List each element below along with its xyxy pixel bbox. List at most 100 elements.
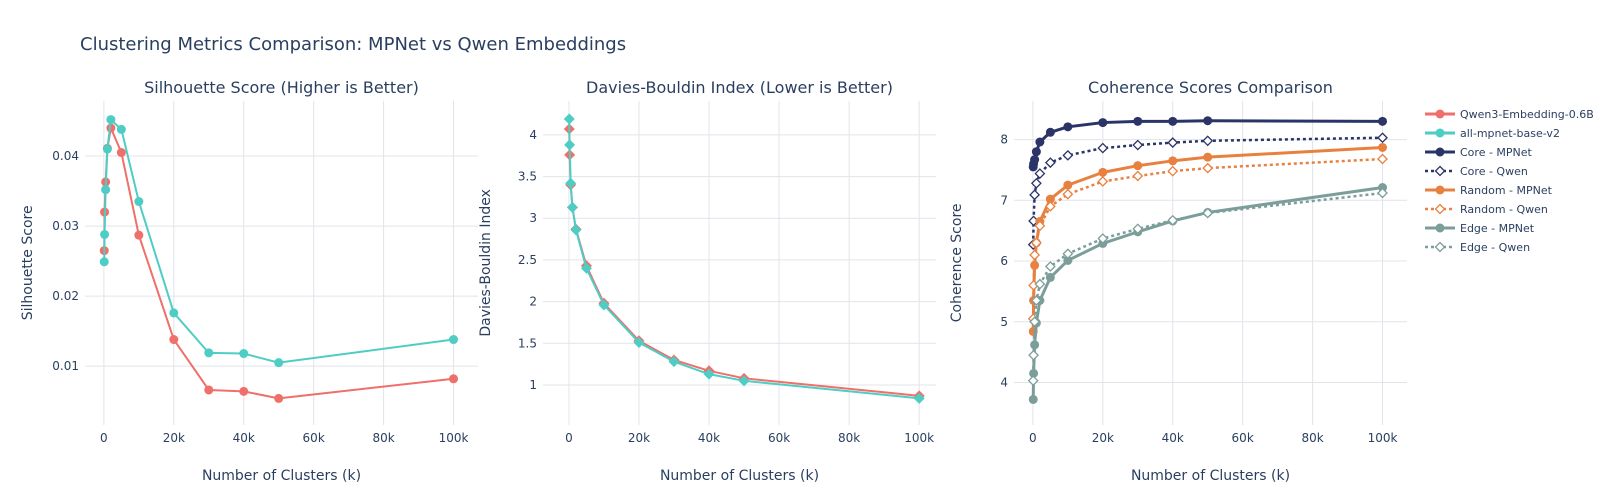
series-line [568,119,920,400]
series-line [568,129,920,397]
data-point [1378,142,1388,152]
data-point [738,375,750,387]
data-point [449,335,459,345]
legend-marker-icon [1434,203,1446,215]
legend: Qwen3-Embedding-0.6B all-mpnet-base-v2 Cor… [1425,108,1594,254]
data-point [1097,176,1109,187]
y-tick-label: 7 [1000,193,1008,207]
data-point [1202,162,1214,174]
data-point [1034,278,1046,290]
legend-item: Core - MPNet [1425,146,1533,159]
data-point [204,385,214,395]
x-tick-label: 40k [698,431,720,445]
series-line [103,127,454,400]
data-point [563,113,575,125]
x-tick-label: 20k [628,431,650,445]
data-point [1167,137,1179,149]
subplot-3: 0 20k 40k 60k 80k 100k 4 5 6 7 8 Coherence Scores C… [949,78,1407,484]
series-line [1031,191,1383,381]
subplot-title: Silhouette Score (Higher is Better) [144,78,419,97]
data-point [1034,168,1046,179]
data-point [1132,170,1144,182]
data-point [1098,167,1108,177]
data-point [598,299,610,311]
data-point [1029,249,1041,261]
data-point [1030,155,1040,165]
data-point [1063,122,1073,132]
data-point [239,349,249,359]
data-point [1377,153,1388,165]
data-point [1044,157,1056,169]
data-point [1035,137,1045,147]
data-point [1167,165,1179,177]
data-point [1203,152,1213,162]
legend-item: Edge - MPNet [1425,222,1535,235]
data-point [106,115,116,125]
x-tick-label: 100k [904,431,934,445]
x-tick-label: 60k [1232,431,1254,445]
x-tick-label: 80k [1301,431,1323,445]
data-point [1202,207,1214,219]
data-point [274,393,284,403]
legend-item: Random - Qwen [1425,203,1548,216]
data-point [239,386,249,396]
y-tick-label: 8 [1000,133,1008,147]
data-point [913,392,925,404]
legend-label: Edge - MPNet [1460,222,1535,235]
data-point [102,144,112,154]
x-tick-label: 40k [1162,431,1184,445]
data-point [1063,255,1073,265]
legend-label: Core - MPNet [1460,146,1533,159]
data-point [99,257,109,267]
data-point [703,368,715,380]
data-point [101,185,111,195]
y-tick-label: 1 [529,378,537,392]
x-tick-label: 40k [233,431,255,445]
data-point [1377,187,1388,199]
y-tick-label: 4 [1000,375,1008,389]
data-point [1132,139,1144,151]
data-point [1168,116,1178,126]
data-point [1062,188,1074,200]
series-line [1031,136,1383,245]
data-point [100,229,110,239]
y-tick-label: 1.5 [518,336,537,350]
data-point [580,262,592,274]
subplot-1: 0 20k 40k 60k 80k 100k 0.01 0.02 0.03 0.04 Silhoue… [20,78,478,484]
y-axis-title: Silhouette Score [20,205,36,320]
legend-item: Qwen3-Embedding-0.6B [1425,108,1594,121]
y-tick-label: 0.01 [52,359,79,373]
data-point [564,139,576,151]
legend-item: Core - Qwen [1425,165,1528,178]
y-tick-label: 2 [529,295,537,309]
data-point [1133,161,1143,171]
data-point [1030,237,1042,249]
y-tick-label: 0.02 [52,289,79,303]
data-point [1031,147,1041,157]
data-point [1045,127,1055,137]
legend-marker-icon [1434,165,1446,177]
series-edge-qwen [1027,187,1388,387]
data-point [449,374,459,384]
data-point [1133,116,1143,126]
data-point [1028,394,1038,404]
data-point [1029,316,1041,328]
y-tick-label: 6 [1000,254,1008,268]
y-tick-label: 3 [529,211,537,225]
series-line [1031,145,1383,332]
y-tick-label: 0.03 [52,219,79,233]
series-all-mpnet-base-v2 [563,113,925,404]
data-point [1034,220,1046,232]
legend-marker-icon [1435,223,1445,233]
data-point [116,148,126,158]
subplot-title: Davies-Bouldin Index (Lower is Better) [586,78,893,97]
data-point [204,348,214,358]
x-tick-label: 80k [838,431,860,445]
legend-item: Edge - Qwen [1425,241,1530,254]
legend-label: Qwen3-Embedding-0.6B [1460,108,1594,121]
data-point [570,224,582,236]
series-core-mpnet [1028,116,1388,172]
series-line [1031,157,1383,319]
y-tick-label: 0.04 [52,149,79,163]
data-point [565,177,577,189]
